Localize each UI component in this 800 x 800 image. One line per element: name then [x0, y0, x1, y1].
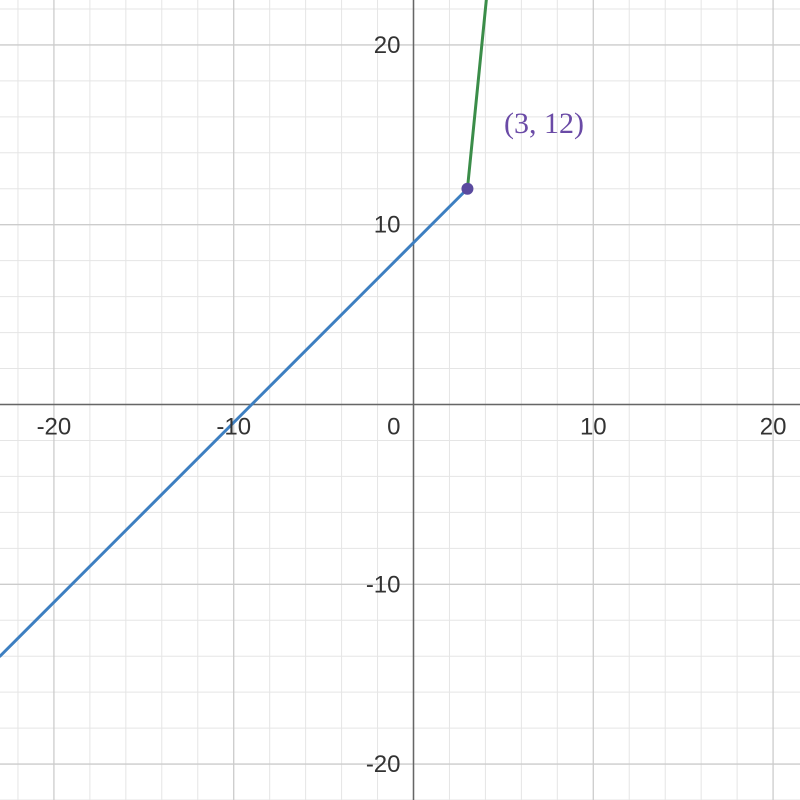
svg-text:-20: -20 [37, 414, 72, 441]
svg-text:(3, 12): (3, 12) [504, 107, 584, 140]
svg-text:20: 20 [760, 414, 787, 441]
coordinate-chart: -20 -10 0 10 20 20 10 -10 -20 (3, 12) [0, 0, 800, 800]
svg-text:0: 0 [387, 414, 400, 441]
svg-text:20: 20 [374, 32, 401, 59]
svg-text:-10: -10 [216, 414, 251, 441]
chart-svg: -20 -10 0 10 20 20 10 -10 -20 (3, 12) [0, 0, 800, 800]
svg-text:10: 10 [580, 414, 607, 441]
svg-text:10: 10 [374, 212, 401, 239]
svg-text:-10: -10 [366, 571, 401, 598]
svg-text:-20: -20 [366, 751, 401, 778]
